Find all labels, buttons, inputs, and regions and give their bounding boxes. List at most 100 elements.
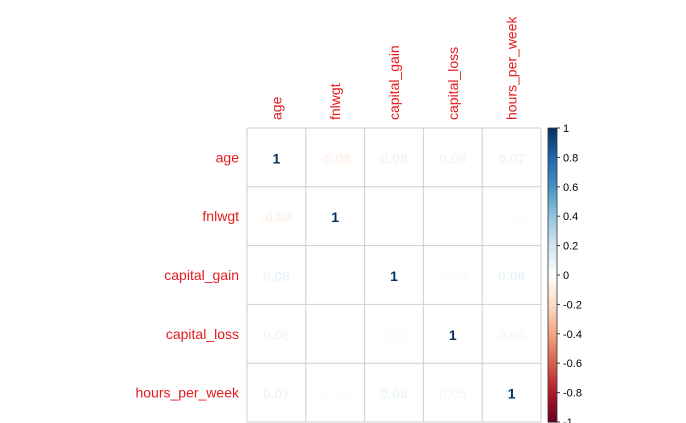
colorbar-segment	[548, 136, 557, 141]
colorbar-segment	[548, 413, 557, 417]
colorbar-segment	[548, 239, 557, 244]
colorbar-segment	[548, 407, 557, 411]
colorbar-segment	[548, 128, 557, 132]
colorbar-segment	[548, 216, 557, 220]
colorbar-segment	[548, 327, 557, 332]
cell-value: -0.08	[260, 209, 292, 225]
colorbar-segment	[548, 319, 557, 323]
colorbar-segment	[548, 225, 557, 229]
colorbar-segment	[548, 201, 557, 206]
colorbar-segment	[548, 222, 557, 226]
colorbar-segment	[548, 283, 557, 288]
cell-value: -0.03	[378, 327, 410, 343]
colorbar-segment	[548, 307, 557, 311]
colorbar-tick-label: -0.8	[563, 388, 582, 400]
colorbar-segment	[548, 383, 557, 388]
cell-value: 1	[508, 386, 516, 402]
colorbar-segment	[548, 398, 557, 403]
colorbar-segment	[548, 410, 557, 414]
colorbar-segment	[548, 130, 557, 135]
row-label: fnlwgt	[202, 208, 239, 224]
colorbar-segment	[548, 372, 557, 376]
colorbar-segment	[548, 301, 557, 305]
colorbar-segment	[548, 195, 557, 200]
colorbar-segment	[548, 366, 557, 370]
colorbar-segment	[548, 357, 557, 361]
column-label: capital_gain	[386, 45, 402, 120]
colorbar-tick-label: 0.6	[563, 182, 578, 194]
row-label: capital_gain	[164, 267, 239, 283]
colorbar-segment	[548, 207, 557, 211]
colorbar-segment	[548, 263, 557, 267]
colorbar-segment	[548, 257, 557, 261]
colorbar-segment	[548, 151, 557, 156]
cell-value: -0.01	[437, 209, 469, 225]
cell-value: 1	[390, 268, 398, 284]
colorbar-tick-label: 0	[563, 270, 569, 282]
colorbar-segment	[548, 169, 557, 173]
colorbar-segment	[548, 286, 557, 291]
colorbar-segment	[548, 142, 557, 147]
grid-background	[247, 128, 541, 422]
cell-value: 0.08	[263, 268, 290, 284]
colorbar-tick-label: -0.4	[563, 329, 582, 341]
colorbar-segment	[548, 377, 557, 382]
colorbar-segment	[548, 139, 557, 144]
column-label: capital_loss	[445, 47, 461, 120]
colorbar-segment	[548, 295, 557, 300]
row-label: hours_per_week	[135, 385, 240, 401]
colorbar-segment	[548, 404, 557, 408]
colorbar-segment	[548, 401, 557, 405]
colorbar-segment	[548, 148, 557, 153]
cell-value: 0.08	[498, 268, 525, 284]
row-label: age	[216, 149, 240, 165]
row-label: capital_loss	[166, 326, 239, 342]
colorbar-segment	[548, 280, 557, 285]
colorbar-segment	[548, 186, 557, 191]
colorbar-segment	[548, 160, 557, 164]
colorbar-segment	[548, 336, 557, 341]
cell-value: 0.07	[498, 150, 525, 166]
colorbar-segment	[548, 298, 557, 303]
column-label: hours_per_week	[504, 15, 520, 120]
colorbar-segment	[548, 245, 557, 250]
colorbar-segment	[548, 227, 557, 232]
colorbar-segment	[548, 380, 557, 385]
row-labels: age fnlwgt capital_gain capital_loss hours_p…	[135, 149, 240, 400]
color-legend: 1 0.8 0.6 0.4 0.2 0 -0.2 -0.4 -0.6 -0.8 -1	[547, 123, 582, 423]
colorbar-segment	[548, 175, 557, 179]
colorbar-segment	[548, 230, 557, 235]
colorbar-segment	[548, 133, 557, 138]
colorbar-segment	[548, 333, 557, 338]
cell-grid: 1 -0.08 0.08 0.06 0.07 -0.08 1 -0.01 -0.02 0.08 1 -…	[246, 127, 542, 423]
cell-value: -0.02	[496, 209, 528, 225]
colorbar-segment	[548, 210, 557, 214]
cell-value: 0.06	[439, 150, 466, 166]
colorbar-segment	[548, 277, 557, 282]
colorbar-segment	[548, 180, 557, 185]
colorbar-segment	[548, 339, 557, 344]
colorbar-segment	[548, 266, 557, 270]
colorbar-segment	[548, 189, 557, 194]
colorbar-segment	[548, 345, 557, 350]
colorbar-tick-label: -0.6	[563, 358, 582, 370]
colorbar-segment	[548, 172, 557, 176]
colorbar-segment	[548, 304, 557, 308]
colorbar-segment	[548, 360, 557, 364]
colorbar-segment	[548, 289, 557, 294]
colorbar-segment	[548, 242, 557, 247]
colorbar-tick-label: 0.8	[563, 152, 578, 164]
colorbar-segment	[548, 192, 557, 197]
colorbar-segment	[548, 363, 557, 367]
colorbar-tick-label: 0.4	[563, 211, 578, 223]
colorbar-segment	[548, 324, 557, 329]
colorbar-segment	[548, 348, 557, 353]
colorbar-segment	[548, 157, 557, 161]
colorbar-segment	[548, 313, 557, 317]
colorbar-segment	[548, 316, 557, 320]
cell-value: 0.08	[380, 386, 407, 402]
column-labels: age fnlwgt capital_gain capital_loss hours_p…	[268, 15, 519, 120]
colorbar-segment	[548, 416, 557, 420]
colorbar-segment	[548, 236, 557, 241]
